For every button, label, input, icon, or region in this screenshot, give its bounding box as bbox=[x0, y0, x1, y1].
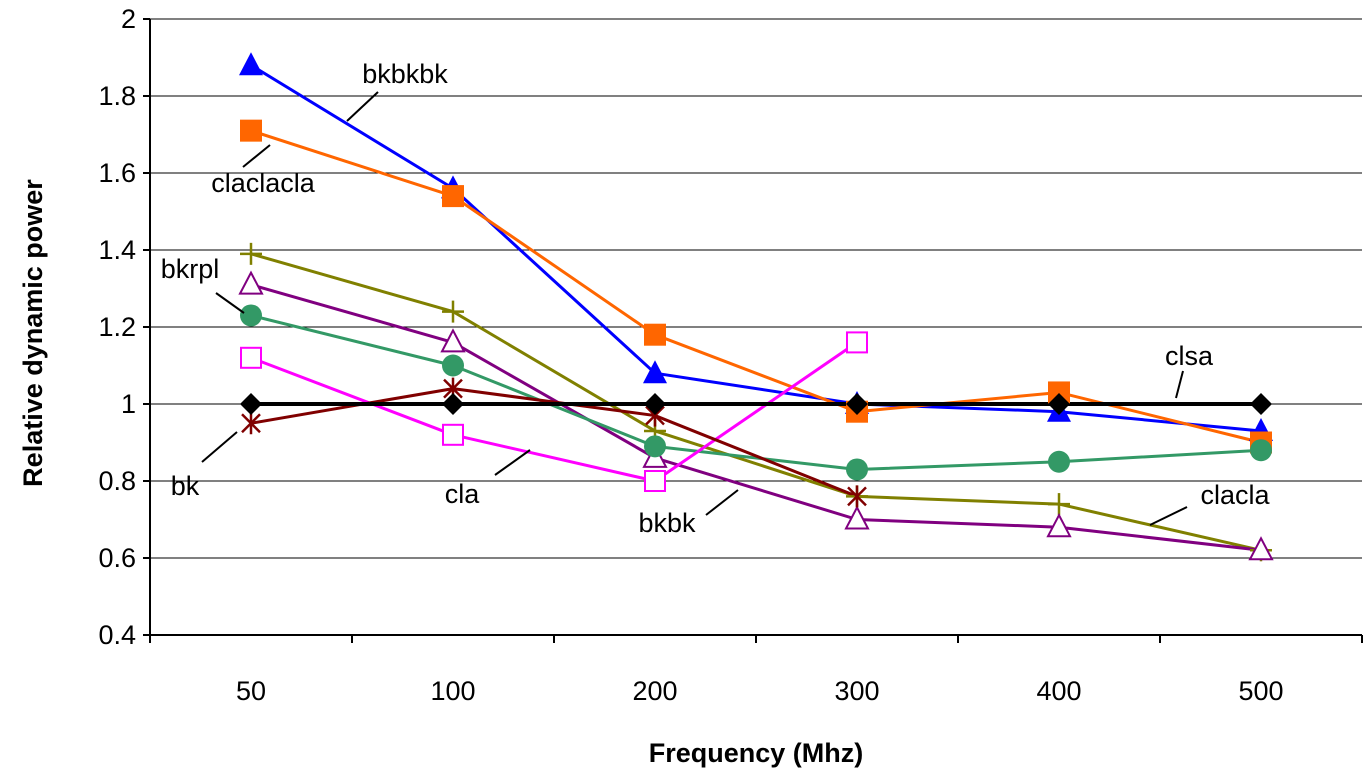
y-tick-label: 1 bbox=[121, 389, 136, 419]
label-leader-line bbox=[705, 489, 739, 516]
y-tick-label: 0.4 bbox=[98, 620, 136, 650]
open-square-marker bbox=[240, 346, 262, 369]
axes: 0.4 0.6 0.8 1 1.2 1.4 1.6 1.8 2 50 100 200 300 400 500 bbox=[98, 4, 1363, 706]
label-leader-line bbox=[201, 431, 238, 463]
x-tick-label: 50 bbox=[236, 676, 266, 706]
data-markers bbox=[238, 52, 1274, 562]
y-tick-label: 2 bbox=[121, 4, 136, 34]
open-triangle-marker bbox=[440, 328, 466, 353]
open-square-marker bbox=[846, 331, 868, 354]
y-tick-label: 1.6 bbox=[98, 158, 136, 188]
square-marker bbox=[240, 119, 262, 142]
series-line-bkbk bbox=[250, 283, 1262, 552]
y-tick-label: 0.6 bbox=[98, 543, 136, 573]
series-markers-bk bbox=[241, 377, 867, 508]
circle-marker bbox=[442, 354, 464, 377]
series-label-bkbk: bkbk bbox=[638, 508, 696, 538]
circle-marker bbox=[1250, 439, 1272, 462]
series-markers-cla bbox=[240, 331, 868, 492]
diamond-marker bbox=[644, 393, 666, 415]
x-tick-label: 500 bbox=[1238, 676, 1283, 706]
x-tick-label: 200 bbox=[632, 676, 677, 706]
series-markers-clsa bbox=[240, 393, 1272, 415]
plus-marker bbox=[240, 242, 262, 265]
series-markers-bkrpl bbox=[240, 304, 1272, 481]
gridlines bbox=[150, 18, 1362, 559]
diamond-marker bbox=[1048, 393, 1070, 415]
series-line-cla bbox=[250, 341, 858, 483]
open-triangle-marker bbox=[844, 505, 870, 530]
circle-marker bbox=[644, 435, 666, 458]
series-label-clacla: clacla bbox=[1200, 480, 1270, 510]
label-leader-line bbox=[242, 144, 271, 168]
label-leader-line bbox=[215, 292, 245, 314]
series-label-claclacla: claclacla bbox=[211, 168, 316, 198]
open-square-marker bbox=[644, 470, 666, 492]
x-tick-label: 400 bbox=[1036, 676, 1081, 706]
open-triangle-marker bbox=[1248, 536, 1274, 561]
square-marker bbox=[442, 185, 464, 208]
y-tick-label: 0.8 bbox=[98, 466, 136, 496]
y-tick-label: 1.2 bbox=[98, 312, 136, 342]
y-tick-label: 1.4 bbox=[98, 235, 136, 265]
diamond-marker bbox=[846, 393, 868, 415]
label-leader-line bbox=[346, 91, 379, 122]
square-marker bbox=[644, 323, 666, 346]
diamond-marker bbox=[442, 393, 464, 415]
diamond-marker bbox=[240, 393, 262, 415]
series-label-bk: bk bbox=[171, 471, 200, 501]
series-label-clsa: clsa bbox=[1165, 341, 1214, 371]
series-lines bbox=[250, 63, 1262, 552]
label-leader-line bbox=[1175, 370, 1184, 399]
square-marker bbox=[1048, 381, 1070, 404]
x-axis-title: Frequency (Mhz) bbox=[649, 738, 864, 768]
x-tick-label: 300 bbox=[834, 676, 879, 706]
series-line-bkbkbk bbox=[250, 63, 1262, 433]
y-tick-label: 1.8 bbox=[98, 81, 136, 111]
open-triangle-marker bbox=[238, 270, 264, 295]
circle-marker bbox=[240, 304, 262, 327]
series-line-claclacla bbox=[250, 129, 1262, 444]
plus-marker bbox=[1048, 493, 1070, 516]
triangle-marker bbox=[643, 360, 667, 384]
series-label-bkbkbk: bkbkbk bbox=[362, 59, 448, 89]
x-tick-label: 100 bbox=[430, 676, 475, 706]
open-triangle-marker bbox=[1046, 513, 1072, 538]
series-markers-bkbkbk bbox=[239, 52, 1273, 441]
star-marker bbox=[241, 412, 261, 435]
star-marker bbox=[847, 485, 867, 508]
label-leader-line bbox=[494, 449, 531, 476]
circle-marker bbox=[1048, 450, 1070, 473]
circle-marker bbox=[846, 458, 868, 481]
series-label-cla: cla bbox=[445, 479, 480, 509]
series-line-bkrpl bbox=[250, 313, 1262, 471]
y-axis-title: Relative dynamic power bbox=[18, 179, 48, 487]
triangle-marker bbox=[239, 52, 263, 76]
series-label-bkrpl: bkrpl bbox=[161, 254, 220, 284]
diamond-marker bbox=[1250, 393, 1272, 415]
series-line-clacla bbox=[250, 252, 1262, 552]
label-leader-line bbox=[1149, 506, 1188, 526]
plus-marker bbox=[442, 300, 464, 323]
open-square-marker bbox=[442, 423, 464, 446]
